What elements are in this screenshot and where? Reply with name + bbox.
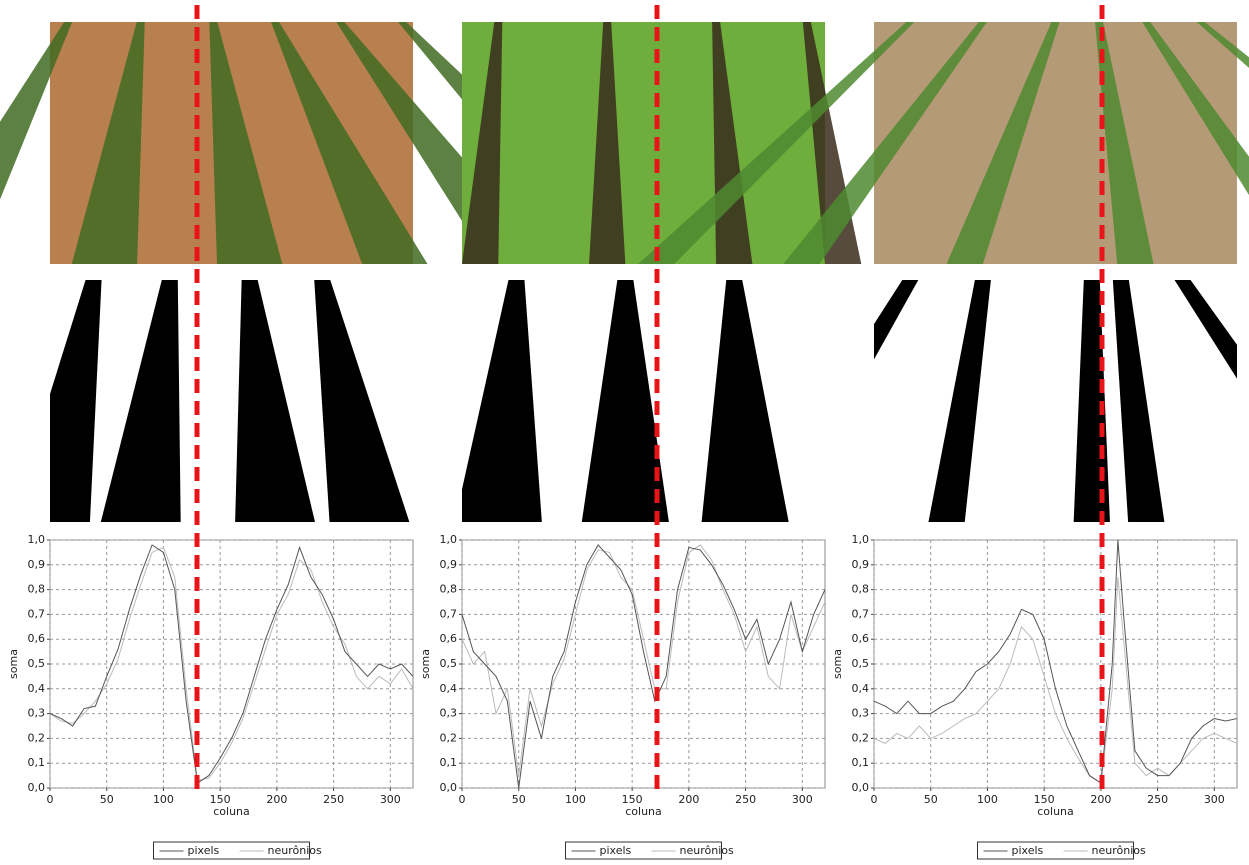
y-tick-label: 0,0 (440, 781, 458, 794)
y-tick-label: 0,7 (852, 607, 870, 620)
y-axis-label: soma (7, 649, 20, 679)
photo (874, 22, 1237, 264)
y-tick-label: 0,2 (28, 731, 46, 744)
y-tick-label: 0,1 (852, 756, 870, 769)
y-tick-label: 0,6 (440, 632, 458, 645)
y-tick-label: 0,0 (852, 781, 870, 794)
x-tick-label: 100 (565, 793, 586, 806)
legend-label: pixels (600, 844, 632, 857)
x-tick-label: 0 (47, 793, 54, 806)
y-tick-label: 0,3 (28, 707, 46, 720)
x-tick-label: 0 (459, 793, 466, 806)
x-axis-label: coluna (213, 805, 250, 818)
y-tick-label: 0,5 (28, 657, 46, 670)
y-tick-label: 0,4 (852, 682, 870, 695)
y-tick-label: 0,4 (440, 682, 458, 695)
y-tick-label: 0,6 (28, 632, 46, 645)
x-tick-label: 50 (100, 793, 114, 806)
y-tick-label: 0,8 (852, 583, 870, 596)
x-tick-label: 50 (512, 793, 526, 806)
y-axis-label: soma (831, 649, 844, 679)
x-tick-label: 250 (1147, 793, 1168, 806)
x-tick-label: 250 (735, 793, 756, 806)
x-tick-label: 100 (977, 793, 998, 806)
y-tick-label: 0,2 (852, 731, 870, 744)
y-tick-label: 0,9 (440, 558, 458, 571)
y-tick-label: 1,0 (28, 533, 46, 546)
x-tick-label: 250 (323, 793, 344, 806)
x-tick-label: 200 (678, 793, 699, 806)
x-tick-label: 0 (871, 793, 878, 806)
y-tick-label: 0,3 (440, 707, 458, 720)
y-tick-label: 0,7 (440, 607, 458, 620)
y-tick-label: 0,2 (440, 731, 458, 744)
y-tick-label: 0,5 (440, 657, 458, 670)
y-tick-label: 0,7 (28, 607, 46, 620)
y-tick-label: 0,9 (852, 558, 870, 571)
legend-label: pixels (1012, 844, 1044, 857)
y-tick-label: 0,5 (852, 657, 870, 670)
x-tick-label: 300 (1204, 793, 1225, 806)
y-tick-label: 0,8 (440, 583, 458, 596)
y-tick-label: 1,0 (852, 533, 870, 546)
y-tick-label: 0,6 (852, 632, 870, 645)
x-axis-label: coluna (625, 805, 662, 818)
y-axis-label: soma (419, 649, 432, 679)
legend-label: neurônios (1092, 844, 1146, 857)
y-tick-label: 0,9 (28, 558, 46, 571)
x-tick-label: 300 (380, 793, 401, 806)
y-tick-label: 0,1 (28, 756, 46, 769)
x-tick-label: 200 (266, 793, 287, 806)
figure: 0,0 0,1 0,2 0,3 0,4 0,5 0,6 0,7 0,8 0,9 1,0 0 50 100 1… (0, 0, 1249, 865)
y-tick-label: 0,3 (852, 707, 870, 720)
photo (462, 22, 825, 264)
x-axis-label: coluna (1037, 805, 1074, 818)
legend-label: pixels (188, 844, 220, 857)
x-tick-label: 300 (792, 793, 813, 806)
x-tick-label: 100 (153, 793, 174, 806)
x-tick-label: 200 (1090, 793, 1111, 806)
legend-label: neurônios (680, 844, 734, 857)
y-tick-label: 0,0 (28, 781, 46, 794)
x-tick-label: 50 (924, 793, 938, 806)
y-tick-label: 0,8 (28, 583, 46, 596)
y-tick-label: 0,1 (440, 756, 458, 769)
mask-image (874, 280, 1237, 522)
y-tick-label: 1,0 (440, 533, 458, 546)
mask-shapes (455, 280, 789, 522)
y-tick-label: 0,4 (28, 682, 46, 695)
legend-label: neurônios (268, 844, 322, 857)
